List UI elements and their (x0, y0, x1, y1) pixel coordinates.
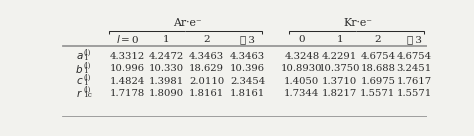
Text: $c$: $c$ (76, 76, 83, 86)
Text: 4.3312: 4.3312 (110, 52, 145, 61)
Text: 1.6975: 1.6975 (360, 76, 395, 86)
Text: 18.629: 18.629 (189, 64, 224, 73)
Text: $a$: $a$ (75, 51, 83, 61)
Text: 3.2451: 3.2451 (397, 64, 432, 73)
Text: 1: 1 (83, 54, 88, 62)
Text: (l): (l) (83, 62, 91, 70)
Text: 4.2472: 4.2472 (148, 52, 184, 61)
Text: $l$ = 0: $l$ = 0 (116, 33, 139, 45)
Text: 2: 2 (203, 35, 210, 44)
Text: 4.3463: 4.3463 (230, 52, 265, 61)
Text: 2: 2 (374, 35, 381, 44)
Text: 1: 1 (83, 67, 88, 75)
Text: (l): (l) (83, 74, 91, 82)
Text: 10.8930: 10.8930 (281, 64, 323, 73)
Text: Ar·e⁻: Ar·e⁻ (173, 18, 202, 28)
Text: 1.4824: 1.4824 (110, 76, 145, 86)
Text: 1: 1 (163, 35, 170, 44)
Text: 1.8090: 1.8090 (149, 89, 184, 98)
Text: $b$: $b$ (75, 63, 83, 75)
Text: Kr·e⁻: Kr·e⁻ (344, 18, 373, 28)
Text: 1.7617: 1.7617 (397, 76, 432, 86)
Text: (l): (l) (83, 86, 91, 94)
Text: 1.8217: 1.8217 (322, 89, 357, 98)
Text: 1.5571: 1.5571 (360, 89, 395, 98)
Text: 4.3248: 4.3248 (284, 52, 319, 61)
Text: 10.396: 10.396 (230, 64, 265, 73)
Text: (l): (l) (83, 49, 91, 57)
Text: 10.330: 10.330 (149, 64, 184, 73)
Text: 4.6754: 4.6754 (397, 52, 432, 61)
Text: 1.7344: 1.7344 (284, 89, 319, 98)
Text: 18.688: 18.688 (360, 64, 395, 73)
Text: 1.8161: 1.8161 (189, 89, 224, 98)
Text: ⩾ 3: ⩾ 3 (407, 35, 422, 44)
Text: 1: 1 (83, 79, 88, 87)
Text: 1c: 1c (83, 91, 92, 99)
Text: 2.3454: 2.3454 (230, 76, 265, 86)
Text: 1: 1 (337, 35, 343, 44)
Text: 4.6754: 4.6754 (360, 52, 395, 61)
Text: 1.4050: 1.4050 (284, 76, 319, 86)
Text: 1.8161: 1.8161 (230, 89, 265, 98)
Text: 10.996: 10.996 (110, 64, 145, 73)
Text: 1.3710: 1.3710 (322, 76, 357, 86)
Text: 1.7178: 1.7178 (110, 89, 145, 98)
Text: 2.0110: 2.0110 (189, 76, 224, 86)
Text: 0: 0 (299, 35, 305, 44)
Text: $r$: $r$ (76, 88, 83, 99)
Text: 4.2291: 4.2291 (322, 52, 357, 61)
Text: 4.3463: 4.3463 (189, 52, 224, 61)
Text: 1.3981: 1.3981 (148, 76, 184, 86)
Text: 1.5571: 1.5571 (397, 89, 432, 98)
Text: 10.3750: 10.3750 (319, 64, 361, 73)
Text: ⩾ 3: ⩾ 3 (240, 35, 255, 44)
